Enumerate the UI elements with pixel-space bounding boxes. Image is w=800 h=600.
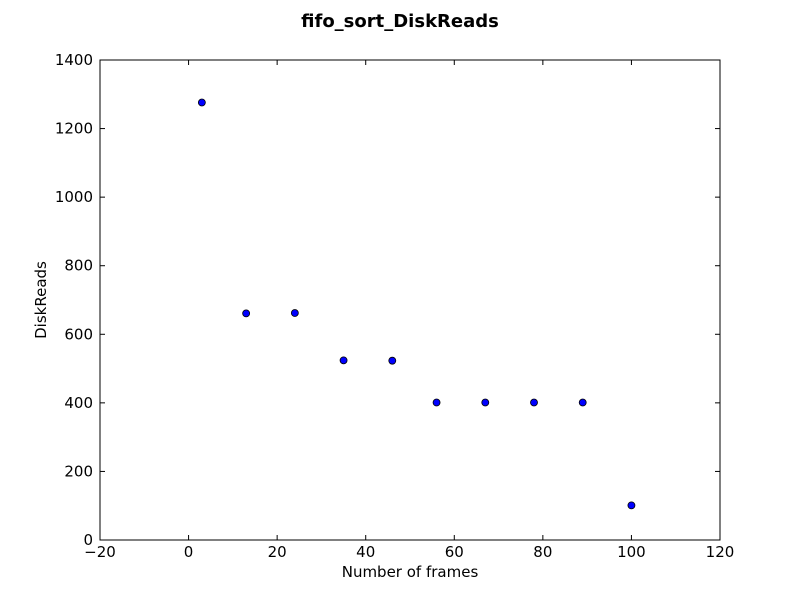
x-tick-label: 60	[445, 543, 464, 561]
data-point	[627, 501, 636, 510]
y-tick-label: 1400	[55, 51, 93, 69]
x-tick-label: 40	[356, 543, 375, 561]
data-point	[290, 309, 299, 317]
y-tick-label: 800	[64, 257, 93, 275]
y-axis-label: DiskReads	[32, 261, 50, 339]
y-tick-label: 400	[64, 394, 93, 412]
y-tick-label: 1200	[55, 120, 93, 138]
y-tick-label: 0	[83, 531, 93, 549]
y-tick-label: 1000	[55, 188, 93, 206]
y-tick-label: 200	[64, 462, 93, 480]
chart-title: fifo_sort_DiskReads	[301, 11, 499, 32]
x-tick-label: 20	[268, 543, 287, 561]
data-point	[242, 309, 251, 318]
data-point	[578, 398, 587, 407]
data-point	[530, 398, 538, 407]
data-point	[197, 98, 206, 107]
x-tick-label: 100	[617, 543, 646, 561]
data-point	[339, 356, 348, 365]
x-axis-label: Number of frames	[342, 563, 479, 581]
x-tick-label: −20	[84, 543, 116, 561]
x-tick-label: 0	[184, 543, 194, 561]
axis-ticks: −20 0 20 40 60 80 100 1200200400600800100012001…	[55, 51, 735, 561]
x-tick-label: 80	[533, 543, 552, 561]
plot-area	[99, 59, 721, 541]
x-tick-label: 120	[706, 543, 735, 561]
y-tick-label: 600	[64, 325, 93, 343]
data-point	[481, 398, 490, 407]
data-points	[197, 98, 636, 510]
data-point	[388, 356, 397, 365]
data-point	[432, 398, 441, 407]
